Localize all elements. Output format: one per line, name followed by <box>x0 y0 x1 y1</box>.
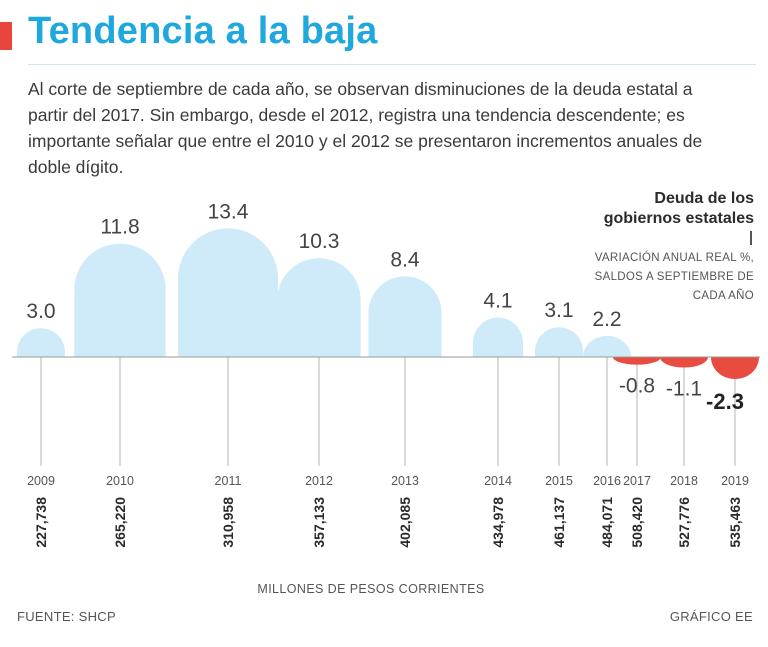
legend-divider <box>750 231 752 245</box>
year-label-2011: 2011 <box>215 474 242 488</box>
balance-label-2013: 402,085 <box>397 497 413 548</box>
value-label-2011: 13.4 <box>208 200 249 223</box>
value-label-2017: -0.8 <box>619 375 655 398</box>
balances-caption: MILLONES DE PESOS CORRIENTES <box>257 582 484 596</box>
year-label-2015: 2015 <box>545 474 573 488</box>
balance-label-2010: 265,220 <box>112 497 128 548</box>
page-subtitle: Al corte de septiembre de cada año, se o… <box>28 79 703 177</box>
title-accent-bar <box>0 22 12 50</box>
legend-subtitle: VARIACIÓN ANUAL REAL %, SALDOS A SEPTIEM… <box>594 252 754 302</box>
year-label-2017: 2017 <box>623 474 651 488</box>
balance-label-2015: 461,137 <box>551 497 567 548</box>
source-note: FUENTE: SHCP <box>17 609 116 624</box>
value-label-2016: 2.2 <box>592 308 621 331</box>
value-label-2010: 11.8 <box>100 216 139 239</box>
balance-label-2018: 527,776 <box>676 497 692 548</box>
value-label-2019: -2.3 <box>706 389 744 414</box>
balance-label-2016: 484,071 <box>599 497 615 548</box>
title-divider <box>28 64 756 65</box>
value-label-2012: 10.3 <box>299 230 340 253</box>
bar-2012 <box>277 258 361 357</box>
value-label-2014: 4.1 <box>483 290 512 313</box>
page-title: Tendencia a la baja <box>28 10 378 52</box>
bar-2013 <box>368 276 442 357</box>
year-label-2018: 2018 <box>670 474 698 488</box>
bar-2014 <box>472 317 524 357</box>
year-label-2016: 2016 <box>593 474 621 488</box>
bar-2019 <box>711 357 759 380</box>
balance-label-2012: 357,133 <box>311 497 327 548</box>
balance-label-2019: 535,463 <box>727 497 743 548</box>
bar-2016 <box>583 335 631 357</box>
bar-2017 <box>613 357 661 365</box>
value-label-2015: 3.1 <box>544 299 573 322</box>
year-label-2019: 2019 <box>721 474 749 488</box>
balance-label-2009: 227,738 <box>33 497 49 548</box>
legend-title: Deuda de los gobiernos estatales <box>603 190 754 227</box>
value-label-2009: 3.0 <box>26 300 55 323</box>
value-label-2013: 8.4 <box>390 248 420 271</box>
value-label-2018: -1.1 <box>666 378 702 401</box>
bar-2009 <box>17 328 65 357</box>
bar-2010 <box>74 243 166 357</box>
year-label-2013: 2013 <box>391 474 419 488</box>
bar-2015 <box>535 327 583 357</box>
balance-label-2011: 310,958 <box>220 497 236 548</box>
bar-2011 <box>178 228 278 357</box>
year-label-2009: 2009 <box>27 474 55 488</box>
bar-2018 <box>660 357 708 368</box>
year-label-2010: 2010 <box>106 474 134 488</box>
balance-label-2017: 508,420 <box>629 497 645 548</box>
year-label-2014: 2014 <box>484 474 512 488</box>
balance-label-2014: 434,978 <box>490 497 506 548</box>
year-label-2012: 2012 <box>305 474 333 488</box>
credit-note: GRÁFICO EE <box>669 609 753 624</box>
